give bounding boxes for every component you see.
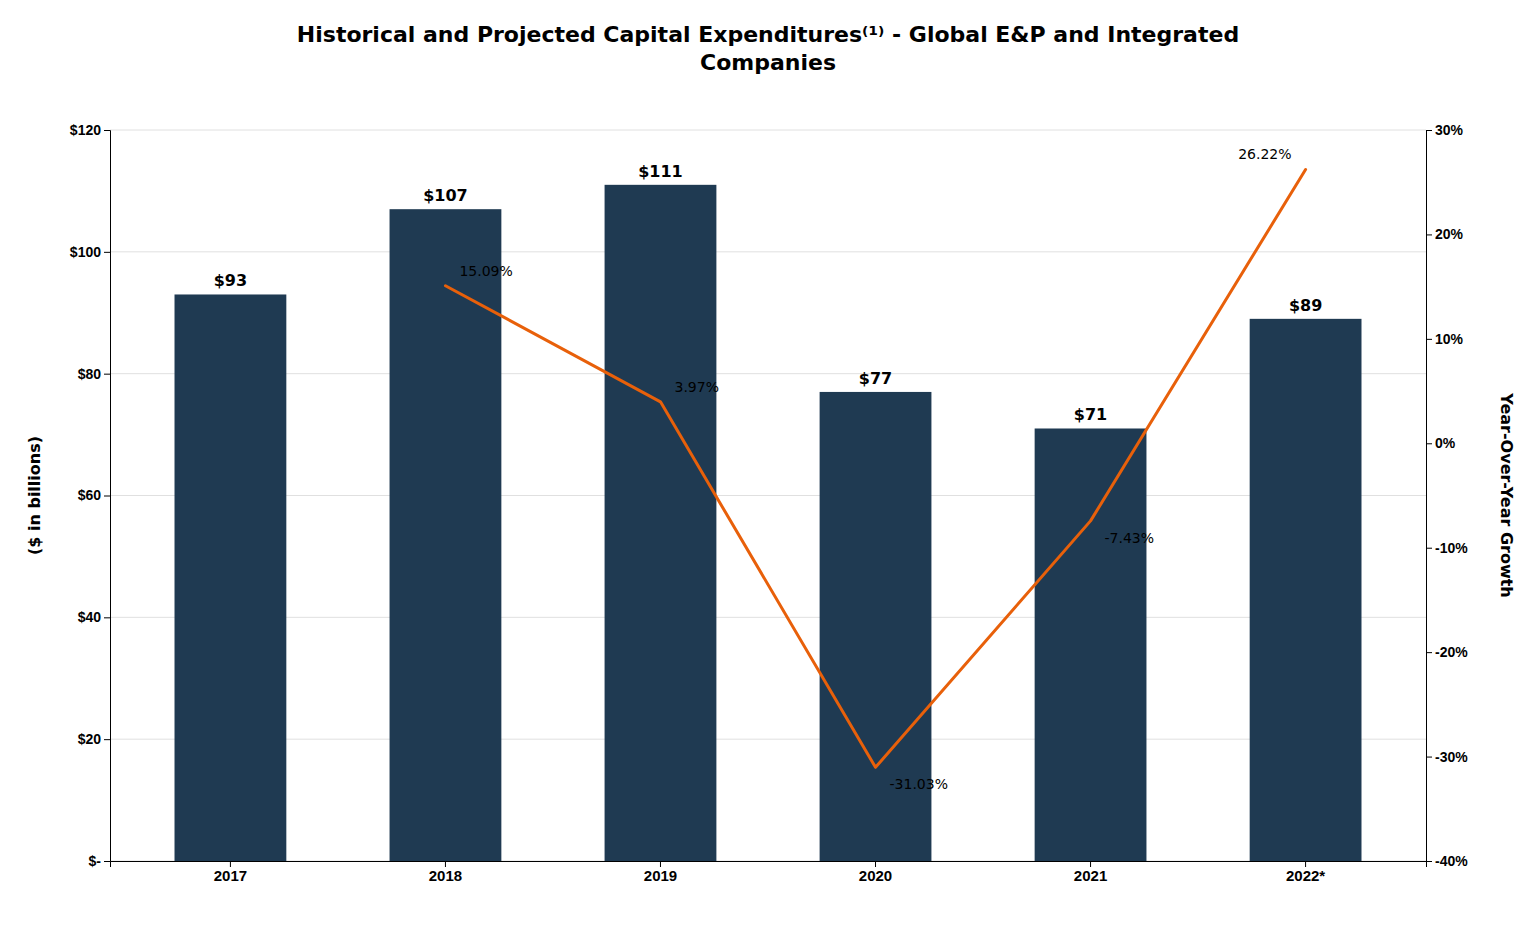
y2-axis: -40% -30% -20% -10% 0% 10% 20% 30% [1426, 122, 1468, 869]
data-label: -31.03% [890, 776, 948, 792]
tick-mark [1426, 443, 1432, 444]
tick: 2019 [644, 861, 677, 884]
tick-mark [104, 374, 110, 375]
tick-mark [104, 739, 110, 740]
tick-label: 2021 [1074, 867, 1107, 884]
tick-label: 2019 [644, 867, 677, 884]
line [445, 169, 1305, 767]
tick: $60 [78, 487, 110, 503]
grid-line [110, 130, 1426, 131]
tick-label: -10% [1435, 540, 1468, 556]
tick-mark [104, 496, 110, 497]
grid-line [110, 495, 1426, 496]
tick-label: $100 [70, 244, 101, 260]
tick: $- [89, 853, 110, 869]
tick: 2021 [1074, 861, 1107, 884]
tick: 2018 [429, 861, 462, 884]
data-label: 15.09% [459, 263, 512, 279]
tick: 2022* [1286, 861, 1325, 884]
tick-label: 0% [1435, 435, 1456, 451]
x-axis: 2017 2018 2019 2020 2021 2022* [111, 861, 1427, 884]
grid-line [110, 251, 1426, 252]
bar [1250, 319, 1362, 861]
tick-mark [1426, 234, 1432, 235]
axis-line [111, 862, 1427, 868]
grid [110, 130, 1426, 861]
bar [1035, 428, 1147, 861]
tick: -40% [1426, 853, 1468, 869]
tick: -10% [1426, 540, 1468, 556]
tick-mark [104, 130, 110, 131]
data-label: $93 [214, 271, 247, 290]
tick-label: 30% [1435, 122, 1464, 138]
tick: 20% [1426, 226, 1464, 242]
data-label: 3.97% [674, 379, 718, 395]
data-label: $89 [1289, 296, 1322, 315]
tick-label: 2020 [859, 867, 892, 884]
labels: $93 $107 $111 $77 $71 $89 15.09% 3.97% -31.03% -7… [214, 146, 1323, 792]
tick-label: 10% [1435, 331, 1464, 347]
tick: -20% [1426, 644, 1468, 660]
tick-mark [1426, 652, 1432, 653]
tick-label: $120 [70, 122, 101, 138]
data-label: -7.43% [1105, 530, 1155, 546]
tick-label: $- [89, 853, 102, 869]
tick-mark [104, 861, 110, 862]
tick: 2020 [859, 861, 892, 884]
tick-mark [1426, 757, 1432, 758]
tick-label: 2017 [214, 867, 247, 884]
bar [605, 185, 717, 861]
title: Historical and Projected Capital Expendi… [297, 22, 1239, 75]
tick-label: -40% [1435, 853, 1468, 869]
tick-label: -20% [1435, 644, 1468, 660]
tick: 0% [1426, 435, 1456, 451]
tick: 30% [1426, 122, 1464, 138]
tick-label: $20 [78, 731, 102, 747]
bar [175, 294, 287, 861]
tick: $20 [78, 731, 110, 747]
tick: $120 [70, 122, 110, 138]
tick-mark [1426, 130, 1432, 131]
tick-label: -30% [1435, 749, 1468, 765]
tick: $80 [78, 366, 110, 382]
grid-line [110, 617, 1426, 618]
plot: $93 $107 $111 $77 $71 $89 15.09% 3.97% -31.03% -7… [70, 122, 1468, 884]
tick: 2017 [214, 861, 247, 884]
axis-line [104, 131, 111, 862]
data-label: $111 [638, 162, 683, 181]
marks [175, 169, 1362, 861]
data-label: $71 [1074, 405, 1107, 424]
grid-line [110, 373, 1426, 374]
axis-title: ($ in billions) [25, 436, 44, 555]
tick-label: 2022* [1286, 867, 1325, 884]
data-label: $107 [423, 186, 468, 205]
tick-mark [104, 617, 110, 618]
grid-line [110, 739, 1426, 740]
tick-mark [1426, 339, 1432, 340]
tick-mark [104, 252, 110, 253]
tick: -30% [1426, 749, 1468, 765]
tick-label: $80 [78, 366, 102, 382]
axis-title: Year-Over-Year Growth [1497, 392, 1516, 597]
data-label: 26.22% [1238, 146, 1291, 162]
axis-line [1427, 131, 1433, 862]
tick: $40 [78, 609, 110, 625]
tick-label: $60 [78, 487, 102, 503]
chart: Historical and Projected Capital Expendi… [0, 0, 1536, 941]
tick-label: $40 [78, 609, 102, 625]
tick-label: 20% [1435, 226, 1464, 242]
tick-label: 2018 [429, 867, 462, 884]
tick: 10% [1426, 331, 1464, 347]
y-axis: $- $20 $40 $60 $80 $100 $120 [70, 122, 111, 869]
tick-mark [1426, 548, 1432, 549]
data-label: $77 [859, 369, 892, 388]
tick: $100 [70, 244, 110, 260]
